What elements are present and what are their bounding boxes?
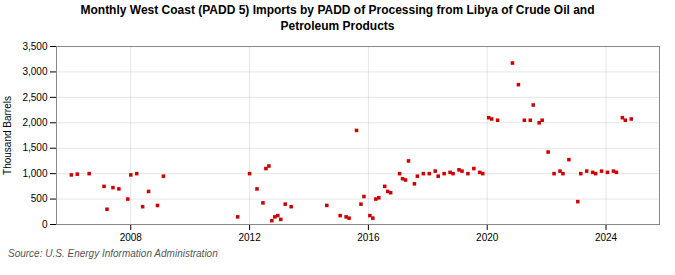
svg-text:500: 500 xyxy=(31,193,48,204)
html-text:Monthly West Coast (PADD 5) Im: Monthly West Coast (PADD 5) Imports by P… xyxy=(80,3,595,33)
svg-text:2,000: 2,000 xyxy=(22,117,47,128)
svg-text:1,500: 1,500 xyxy=(22,143,47,154)
svg-text:2012: 2012 xyxy=(238,232,261,243)
svg-text:2016: 2016 xyxy=(357,232,380,243)
html-text:Source: U.S. Energy Informatio: Source: U.S. Energy Information Administ… xyxy=(8,248,218,260)
svg-text:Thousand Barrels: Thousand Barrels xyxy=(2,96,13,175)
svg-text:3,000: 3,000 xyxy=(22,66,47,77)
svg-text:2020: 2020 xyxy=(476,232,499,243)
svg-text:0: 0 xyxy=(42,219,48,230)
svg-text:2008: 2008 xyxy=(120,232,143,243)
svg-text:2024: 2024 xyxy=(595,232,618,243)
svg-text:3,500: 3,500 xyxy=(22,41,47,52)
svg-text:2,500: 2,500 xyxy=(22,92,47,103)
svg-text:1,000: 1,000 xyxy=(22,168,47,179)
